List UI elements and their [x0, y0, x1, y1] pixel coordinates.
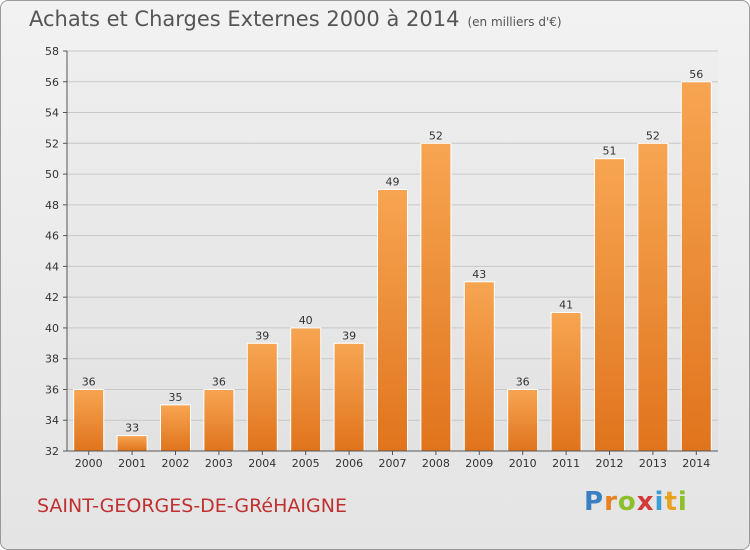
bar	[246, 342, 278, 452]
bar	[550, 312, 582, 452]
logo-letter: o	[617, 487, 637, 517]
data-label: 33	[125, 422, 139, 435]
y-tick-label: 52	[45, 137, 59, 150]
logo-letter: r	[604, 487, 618, 517]
bar	[507, 388, 539, 452]
chart-title-text: Achats et Charges Externes 2000 à 2014	[29, 7, 460, 31]
bar	[290, 327, 322, 452]
chart-title: Achats et Charges Externes 2000 à 2014 (e…	[29, 7, 562, 31]
y-tick-label: 54	[45, 107, 59, 120]
x-tick-label: 2002	[162, 457, 190, 470]
bar	[116, 435, 148, 452]
y-tick-label: 44	[45, 260, 59, 273]
y-tick-label: 46	[45, 230, 59, 243]
x-tick-label: 2001	[118, 457, 146, 470]
x-tick-label: 2000	[75, 457, 103, 470]
y-tick-label: 56	[45, 76, 59, 89]
x-tick-label: 2006	[335, 457, 363, 470]
logo-letter: i	[677, 487, 688, 517]
x-tick-label: 2004	[248, 457, 276, 470]
data-label: 51	[603, 145, 617, 158]
x-tick-label: 2009	[465, 457, 493, 470]
bar	[377, 188, 408, 452]
x-tick-label: 2014	[682, 457, 710, 470]
x-tick-label: 2012	[596, 457, 624, 470]
city-name: SAINT-GEORGES-DE-GRéHAIGNE	[37, 495, 347, 517]
x-tick-label: 2011	[552, 457, 580, 470]
data-label: 49	[386, 175, 400, 188]
bar	[73, 388, 105, 452]
data-label: 56	[689, 68, 703, 81]
data-label: 36	[212, 375, 226, 388]
data-label: 39	[342, 329, 356, 342]
y-tick-label: 40	[45, 322, 59, 335]
data-label: 36	[516, 375, 530, 388]
y-tick-label: 36	[45, 383, 59, 396]
data-label: 52	[646, 129, 660, 142]
logo-letter: x	[636, 487, 655, 517]
x-tick-label: 2007	[379, 457, 407, 470]
data-label: 36	[82, 375, 96, 388]
bar	[203, 388, 235, 452]
bar	[420, 142, 452, 452]
data-label: 39	[255, 329, 269, 342]
chart-subtitle: (en milliers d'€)	[467, 15, 562, 29]
proxiti-logo: Proxiti	[584, 487, 688, 517]
data-label: 35	[169, 391, 183, 404]
y-tick-label: 34	[45, 414, 59, 427]
data-label: 52	[429, 129, 443, 142]
x-tick-label: 2010	[509, 457, 537, 470]
bar	[680, 81, 712, 452]
x-tick-label: 2005	[292, 457, 320, 470]
y-tick-label: 38	[45, 353, 59, 366]
bar	[594, 158, 625, 452]
bar	[463, 281, 495, 452]
y-tick-label: 32	[45, 445, 59, 458]
x-tick-label: 2013	[639, 457, 667, 470]
bar	[160, 404, 191, 452]
bar	[333, 342, 365, 452]
data-label: 40	[299, 314, 313, 327]
x-tick-label: 2003	[205, 457, 233, 470]
logo-letter: t	[664, 487, 678, 517]
logo-letter: i	[654, 487, 665, 517]
y-tick-label: 50	[45, 168, 59, 181]
logo-letter: P	[584, 487, 605, 517]
x-tick-label: 2008	[422, 457, 450, 470]
bar	[637, 142, 669, 452]
y-tick-label: 58	[45, 45, 59, 58]
y-tick-label: 42	[45, 291, 59, 304]
y-tick-label: 48	[45, 199, 59, 212]
data-label: 41	[559, 299, 573, 312]
data-label: 43	[472, 268, 486, 281]
